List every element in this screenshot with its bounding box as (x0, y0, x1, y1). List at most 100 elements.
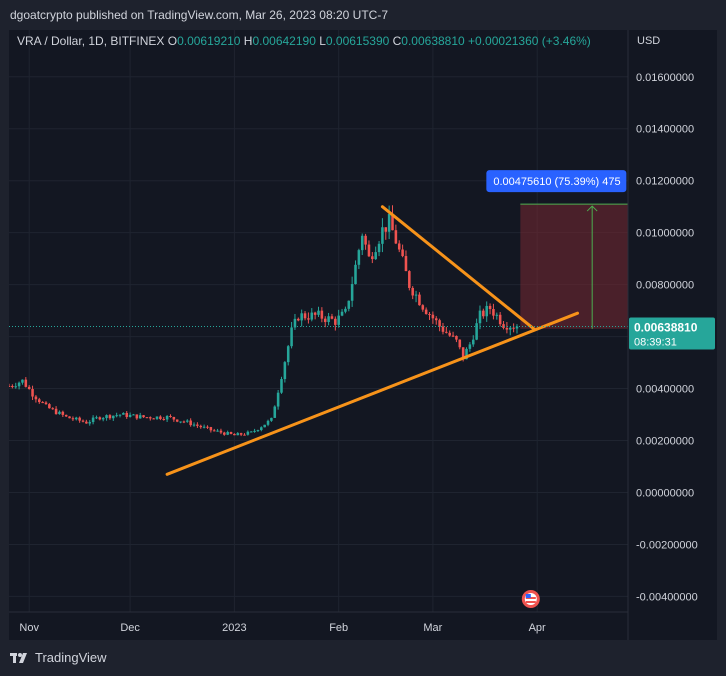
candle (465, 348, 468, 360)
candle (219, 430, 223, 433)
candle (334, 318, 337, 325)
y-tick-label: 0.01400000 (636, 124, 694, 136)
candle (482, 310, 485, 317)
candle (78, 417, 81, 421)
candle (125, 412, 129, 417)
candle (61, 411, 65, 415)
target-label: 0.00475610 (75.39%) 475 (493, 176, 620, 188)
candle (505, 327, 509, 330)
candle (196, 424, 199, 426)
y-tick-label: 0.00800000 (636, 280, 694, 292)
candle (48, 404, 51, 409)
price-chart[interactable]: 0.00475610 (75.39%) 475 USD 0.01600000 0.01… (9, 30, 717, 640)
chart-panel[interactable]: 0.00475610 (75.39%) 475 USD 0.01600000 0.01… (9, 30, 717, 640)
candle (290, 327, 293, 347)
candle (149, 417, 152, 419)
candle (273, 406, 277, 418)
candle (108, 415, 112, 419)
candle (135, 414, 139, 419)
candle (350, 284, 354, 301)
candle (152, 418, 155, 420)
candle (397, 243, 401, 250)
footer: TradingView (10, 650, 107, 665)
candle (233, 433, 236, 436)
candle (438, 320, 441, 327)
candle (445, 331, 448, 333)
candle (421, 305, 425, 310)
candle (236, 433, 240, 436)
y-tick-label: 0.01200000 (636, 176, 694, 188)
candle (189, 420, 192, 426)
candle (424, 309, 428, 315)
candle (303, 313, 307, 319)
candle (216, 430, 219, 432)
candle (371, 256, 374, 260)
candle (239, 433, 243, 435)
candle (451, 335, 455, 337)
x-tick-label: Apr (529, 622, 546, 634)
candle (51, 408, 55, 410)
candle (323, 318, 327, 323)
candle (122, 412, 125, 415)
candle (88, 422, 92, 424)
candle (155, 416, 159, 419)
candle (246, 431, 250, 435)
candle (391, 213, 394, 231)
candle (243, 434, 246, 436)
candle (411, 287, 414, 296)
candle (320, 310, 324, 319)
candle (408, 271, 411, 288)
candle (498, 314, 502, 325)
candle (81, 420, 85, 422)
last-price-badge (629, 317, 715, 350)
candle (223, 432, 226, 435)
candle (354, 264, 357, 285)
candle (448, 332, 451, 336)
x-tick-label: Mar (423, 622, 442, 634)
target-arrow-head (586, 205, 598, 212)
candle (347, 300, 351, 309)
candle (468, 344, 472, 349)
candle (404, 256, 408, 272)
candle (75, 417, 78, 420)
candle (17, 382, 21, 387)
candle (394, 230, 398, 244)
candle (145, 417, 149, 419)
candle (37, 399, 41, 403)
candle (384, 227, 388, 232)
candle (27, 386, 31, 390)
candle (327, 316, 330, 323)
candle (162, 418, 166, 420)
x-tick-label: Nov (19, 622, 39, 634)
trendline-support (165, 311, 580, 476)
candle (202, 426, 206, 428)
candle (41, 402, 44, 404)
candle (297, 318, 300, 321)
candle (317, 310, 320, 315)
us-flag-stripe (525, 601, 536, 603)
candle (492, 309, 495, 316)
candle (458, 339, 462, 348)
candle (515, 326, 519, 329)
candle (98, 417, 102, 420)
candle (71, 418, 75, 420)
candle (475, 323, 478, 340)
x-tick-label: 2023 (222, 622, 246, 634)
candle (344, 308, 347, 312)
candle (249, 431, 253, 433)
candle (192, 424, 196, 426)
candle (414, 294, 418, 296)
candle (340, 311, 344, 316)
candle (118, 414, 122, 416)
candle (502, 324, 505, 328)
candle (300, 313, 303, 321)
candle (58, 411, 61, 415)
candle (508, 327, 512, 330)
countdown: 08:39:31 (634, 337, 677, 349)
y-tick-label: 0.00000000 (636, 487, 694, 499)
candle (9, 385, 11, 387)
trendline-resistance (380, 205, 536, 331)
candle (138, 415, 142, 419)
candle (91, 417, 95, 423)
candle (266, 420, 270, 425)
